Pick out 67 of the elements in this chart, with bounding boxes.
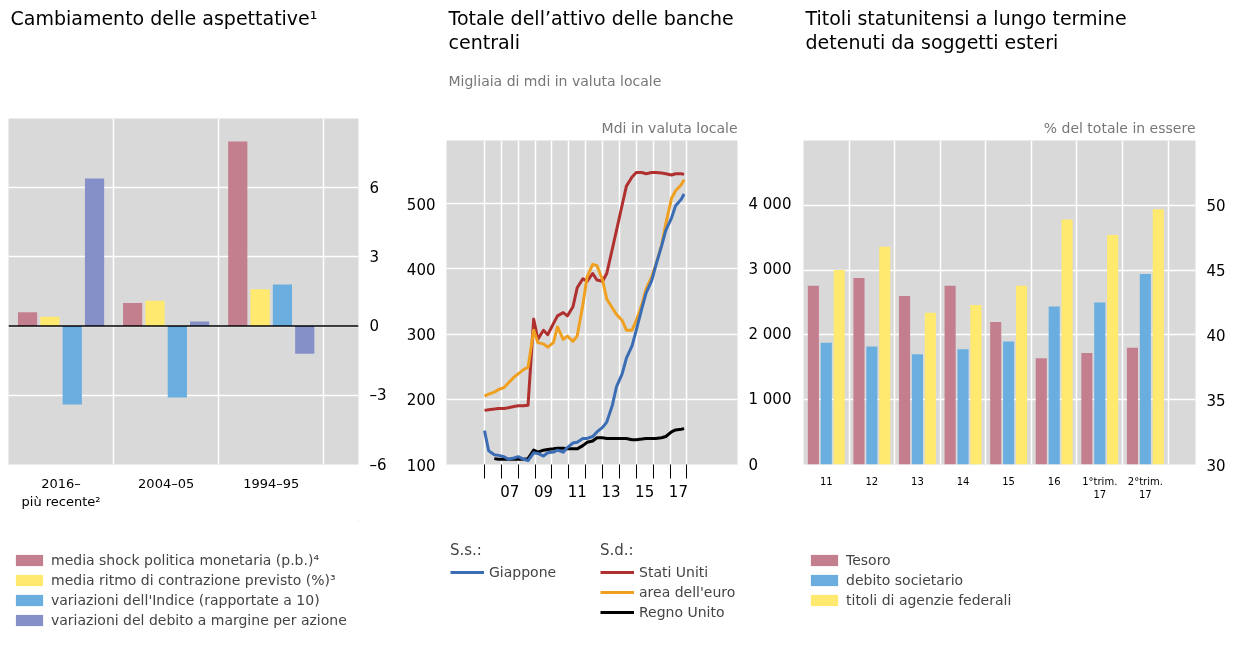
legend-label: Tesoro [846,552,891,568]
x-tick-label: 12 [865,475,879,487]
x-tick-label: 2°trim. 17 [1127,475,1163,500]
y-tick-label: 300 [406,326,436,345]
y2-tick-label: 1 000 [748,390,792,409]
legend-label: debito societario [846,572,964,588]
y-axis-title: Migliaia di mdi in valuta locale [448,72,662,89]
bar [295,326,315,354]
bar [123,303,143,327]
chart-title: Titoli statunitensi a lungo termine detenuti da soggetti esteri [804,6,1127,53]
y-tick-label: 200 [406,391,436,410]
legend-label: Regno Unito [639,604,725,620]
legend-label: titoli di agenzie federali [846,592,1012,608]
x-tick-label: 1994–95 [243,475,300,491]
y2-tick-label: 4 000 [748,194,792,213]
x-tick-label: 15 [1002,475,1015,487]
x-tick-label: 07 [500,482,520,501]
legend-label: area dell'euro [639,584,736,600]
text: S.d.: [600,541,635,559]
x-tick-label: 15 [635,482,655,501]
y-tick-label: 400 [406,260,436,279]
y-tick-label: 35 [1206,391,1226,410]
legend-label: variazioni dell'Indice (rapportate a 10) [51,592,320,608]
x-tick-label: 11 [567,482,587,501]
chart-title: Cambiamento delle aspettative¹ [10,6,318,29]
y-tick-label: 50 [1206,197,1226,216]
bar [145,300,165,327]
bar [84,178,105,327]
legend-label: media shock politica monetaria (p.b.)⁴ [51,552,320,568]
y-tick-label: 3 [369,247,380,266]
y2-tick-label: 3 000 [748,259,792,278]
x-tick-label: 17 [668,482,688,501]
x-tick-label: 2004–05 [138,475,195,491]
text: S.s.: [450,541,483,559]
y-tick-label: 40 [1206,326,1226,345]
x-tick-label: 13 [601,482,621,501]
y-tick-label: –6 [369,455,387,474]
x-tick-label: 2016– più recente² [21,475,101,509]
y-tick-label: 30 [1206,456,1226,475]
legend-label: media ritmo di contrazione previsto (%)³ [51,572,336,588]
x-tick-label: 09 [533,482,554,501]
y2-tick-label: 0 [748,455,759,474]
y-tick-label: 500 [406,195,436,214]
legend-label: Stati Uniti [639,564,709,580]
bar [228,141,248,327]
y-tick-label: 6 [369,178,380,197]
y2-tick-label: 2 000 [748,325,792,344]
bar [272,284,293,327]
bar [62,326,82,405]
y-tick-label: 100 [406,456,436,475]
y-tick-label: 45 [1206,262,1226,281]
x-tick-label: 11 [819,475,833,487]
legend-label: Giappone [489,564,557,580]
bar [17,312,38,327]
legend-label: variazioni del debito a margine per azione [51,612,347,628]
y-tick-label: 0 [369,317,380,336]
x-tick-label: 13 [911,475,924,487]
y2-axis-title: Mdi in valuta locale [601,119,738,136]
line-series [483,192,686,463]
chart-title: Totale dell’attivo delle banche centrali [447,6,734,53]
x-tick-label: 14 [956,475,970,487]
x-tick-label: 1°trim. 17 [1082,475,1118,500]
y-tick-label: –3 [369,386,387,405]
y-axis-title: % del totale in essere [1043,119,1196,136]
bar [167,326,187,398]
x-tick-label: 16 [1047,475,1061,487]
bar [250,289,270,327]
